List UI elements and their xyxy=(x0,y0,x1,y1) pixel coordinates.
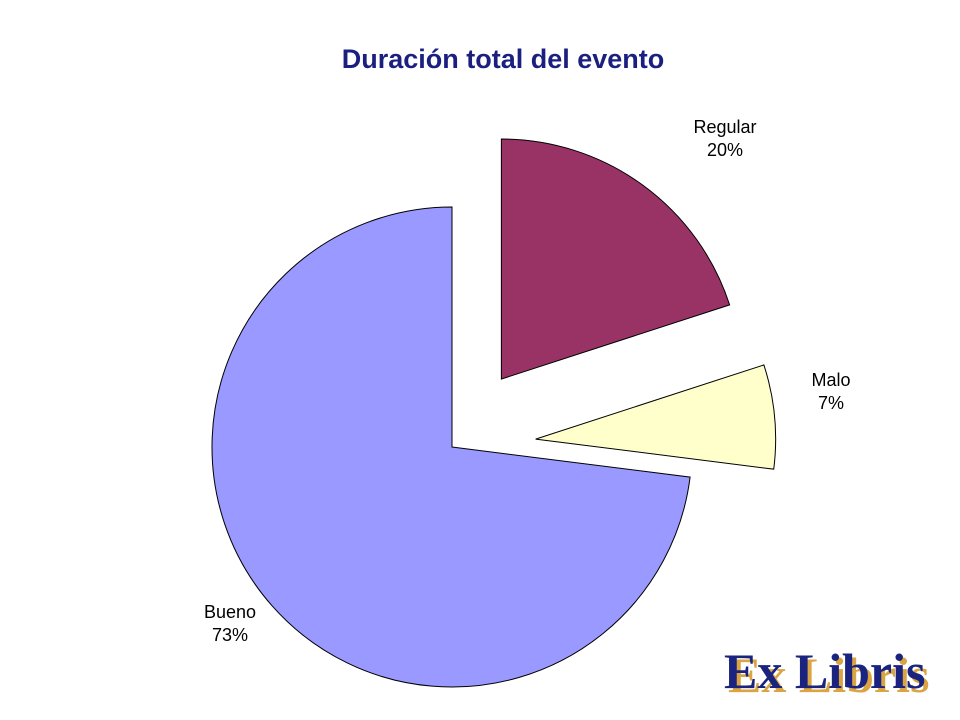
slice-label-bueno: Bueno 73% xyxy=(190,601,270,647)
pie-slice-bueno xyxy=(211,206,691,688)
ex-libris-logo: Ex Libris Ex Libris xyxy=(724,643,929,703)
slice-name-bueno: Bueno xyxy=(203,602,257,622)
logo-shadow: Ex Libris xyxy=(728,647,929,703)
slice-name-regular: Regular xyxy=(693,117,757,137)
slice-label-regular: Regular 20% xyxy=(680,116,770,162)
slice-name-malo: Malo xyxy=(811,370,851,390)
slice-label-malo: Malo 7% xyxy=(796,369,866,415)
pie-slice-regular xyxy=(500,138,731,380)
slice-value-bueno: 73% xyxy=(211,625,249,645)
logo-text: Ex Libris xyxy=(724,643,925,699)
pie-slice-malo xyxy=(535,364,777,470)
slice-value-malo: 7% xyxy=(817,393,844,413)
slice-value-regular: 20% xyxy=(706,140,744,160)
chart-title: Duración total del evento xyxy=(341,44,665,74)
